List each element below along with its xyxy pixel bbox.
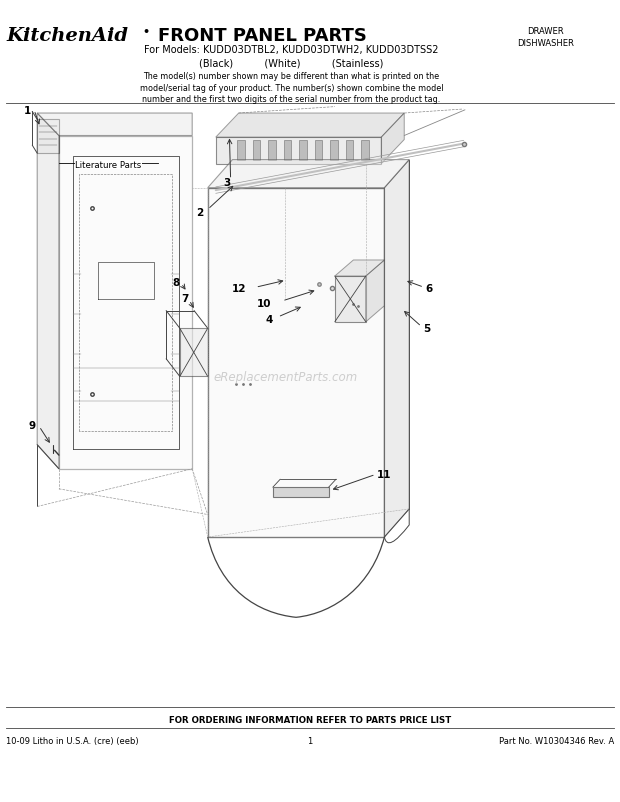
Polygon shape — [346, 140, 353, 161]
Text: DRAWER
DISHWASHER: DRAWER DISHWASHER — [517, 27, 574, 48]
Text: (Black)          (White)          (Stainless): (Black) (White) (Stainless) — [199, 59, 384, 68]
Text: 10-09 Litho in U.S.A. (cre) (eeb): 10-09 Litho in U.S.A. (cre) (eeb) — [6, 736, 139, 745]
Polygon shape — [208, 188, 384, 537]
Text: eReplacementParts.com: eReplacementParts.com — [213, 371, 357, 383]
Text: 12: 12 — [232, 284, 247, 294]
Polygon shape — [361, 140, 369, 161]
Polygon shape — [237, 140, 245, 161]
Polygon shape — [384, 160, 409, 537]
Polygon shape — [216, 114, 404, 138]
Polygon shape — [37, 114, 192, 136]
Polygon shape — [253, 140, 260, 161]
Text: FRONT PANEL PARTS: FRONT PANEL PARTS — [158, 27, 367, 45]
Polygon shape — [216, 138, 381, 164]
Text: 1: 1 — [308, 736, 312, 745]
Text: 7: 7 — [182, 294, 189, 303]
Polygon shape — [268, 140, 276, 161]
Text: 3: 3 — [223, 178, 231, 188]
Text: For Models: KUDD03DTBL2, KUDD03DTWH2, KUDD03DTSS2: For Models: KUDD03DTBL2, KUDD03DTWH2, KU… — [144, 45, 439, 55]
Text: 6: 6 — [425, 284, 433, 294]
Text: 4: 4 — [265, 314, 273, 324]
Text: 2: 2 — [196, 208, 203, 217]
Polygon shape — [381, 114, 404, 164]
Polygon shape — [335, 277, 366, 322]
Text: 10: 10 — [257, 298, 272, 308]
Text: The model(s) number shown may be different than what is printed on the
model/ser: The model(s) number shown may be differe… — [140, 72, 443, 104]
Text: 1: 1 — [24, 106, 31, 115]
Text: Part No. W10304346 Rev. A: Part No. W10304346 Rev. A — [498, 736, 614, 745]
Polygon shape — [37, 114, 59, 469]
Text: 5: 5 — [423, 324, 430, 334]
Polygon shape — [180, 329, 208, 377]
Polygon shape — [315, 140, 322, 161]
Polygon shape — [59, 136, 192, 469]
Polygon shape — [208, 160, 409, 188]
Polygon shape — [335, 261, 384, 277]
Polygon shape — [299, 140, 307, 161]
Polygon shape — [366, 261, 384, 322]
Polygon shape — [284, 140, 291, 161]
Text: 8: 8 — [172, 277, 180, 287]
Polygon shape — [273, 488, 329, 497]
Text: KitchenAid: KitchenAid — [6, 27, 128, 45]
Polygon shape — [330, 140, 338, 161]
Text: 9: 9 — [29, 420, 36, 430]
Text: 11: 11 — [377, 470, 391, 480]
Text: FOR ORDERING INFORMATION REFER TO PARTS PRICE LIST: FOR ORDERING INFORMATION REFER TO PARTS … — [169, 715, 451, 724]
Text: Literature Parts: Literature Parts — [76, 160, 141, 169]
Text: •: • — [143, 27, 149, 37]
Polygon shape — [37, 120, 59, 154]
